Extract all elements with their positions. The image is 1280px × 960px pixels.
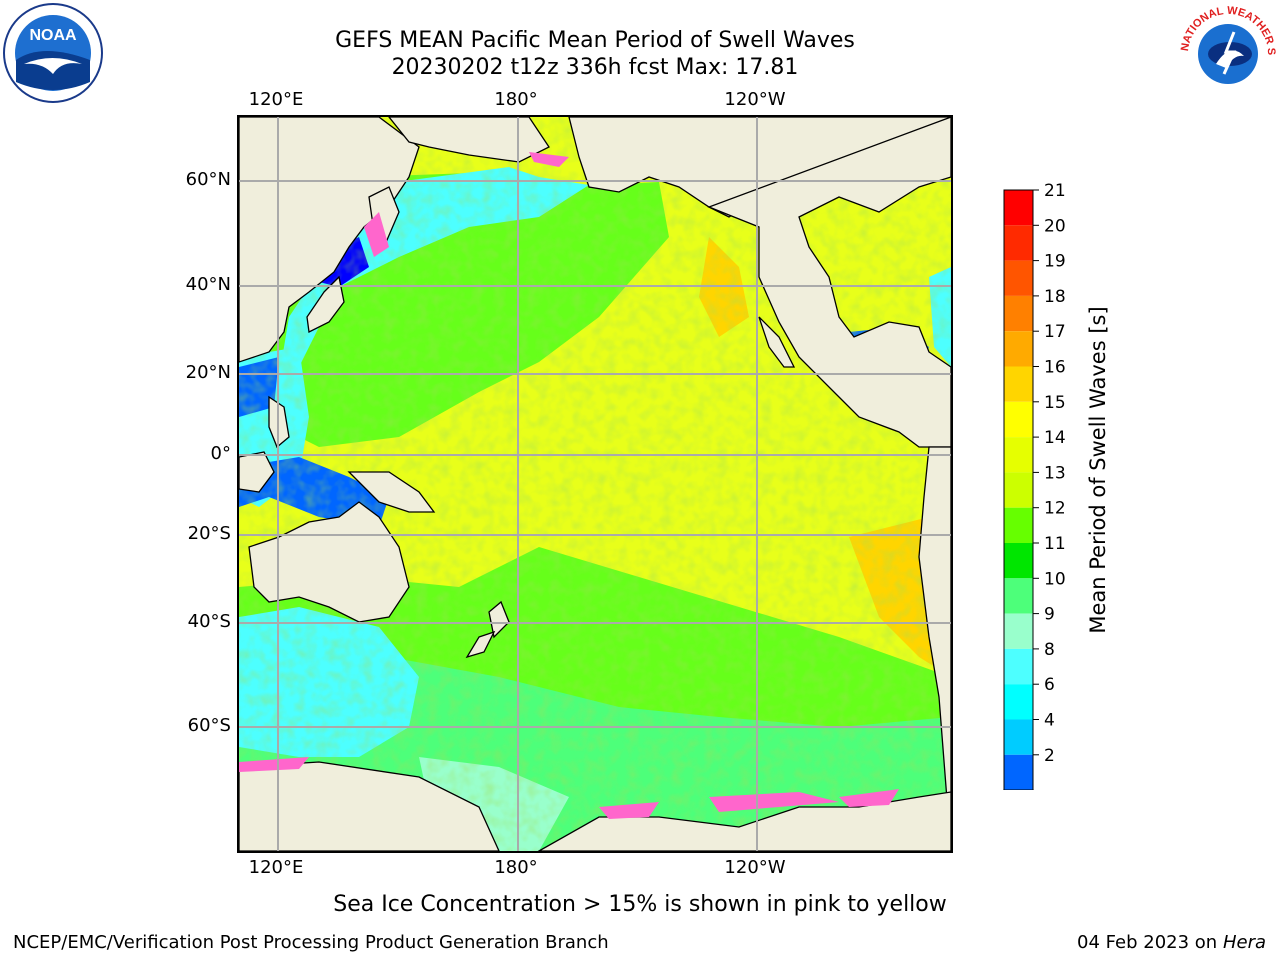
sea-ice-okhotsk bbox=[364, 212, 389, 257]
colorbar-tick-label: 8 bbox=[1044, 640, 1055, 660]
colorbar-swatch bbox=[1004, 437, 1033, 473]
colorbar-tick-label: 18 bbox=[1044, 287, 1066, 307]
colorbar-tick-label: 10 bbox=[1044, 569, 1066, 589]
land-new-guinea bbox=[347, 471, 436, 513]
lon-label-top-120w: 120°W bbox=[724, 89, 786, 110]
land-south-america bbox=[918, 446, 951, 851]
lat-label-40s: 40°S bbox=[187, 611, 231, 632]
land-siberia-ne bbox=[388, 117, 550, 163]
map-panel bbox=[237, 115, 953, 853]
lat-label-60s: 60°S bbox=[187, 715, 231, 736]
sea-ice-edges bbox=[239, 152, 899, 819]
land-borneo bbox=[239, 451, 275, 493]
colorbar-label: Mean Period of Swell Waves [s] bbox=[1086, 306, 1110, 634]
graticule bbox=[239, 117, 951, 851]
sea-ice-ross bbox=[599, 802, 659, 819]
colorbar-swatch bbox=[1004, 295, 1033, 332]
colorbar-tick-label: 9 bbox=[1044, 605, 1055, 625]
colorbar-swatches bbox=[1003, 189, 1034, 790]
ocean-texture bbox=[239, 117, 951, 851]
colorbar-ticks: 21 20 19 18 17 16 15 14 13 12 11 10 9 8 6 4 2 bbox=[1033, 181, 1066, 766]
colorbar-tick-label: 2 bbox=[1044, 746, 1055, 766]
sea-ice-west bbox=[239, 757, 309, 772]
colorbar-tick-label: 11 bbox=[1044, 534, 1066, 554]
land-antarctica bbox=[239, 761, 500, 851]
colorbar-tick-label: 21 bbox=[1044, 181, 1066, 201]
lon-label-bottom-120w: 120°W bbox=[724, 857, 786, 878]
land-north-america bbox=[707, 117, 951, 448]
colorbar-swatch bbox=[1004, 366, 1033, 402]
colorbar-outline bbox=[1003, 189, 1034, 790]
colorbar-swatch bbox=[1004, 260, 1033, 296]
colorbar-tick-label: 15 bbox=[1044, 393, 1066, 413]
land-asia bbox=[239, 117, 420, 363]
colorbar-tick-label: 20 bbox=[1044, 216, 1066, 236]
colorbar-swatch bbox=[1004, 472, 1033, 508]
colorbar-tick-label: 12 bbox=[1044, 499, 1066, 519]
sea-ice-bering bbox=[529, 152, 569, 167]
lat-label-20n: 20°N bbox=[185, 362, 231, 383]
sea-ice-bellingshausen bbox=[839, 789, 899, 807]
colorbar-tick-label: 13 bbox=[1044, 463, 1066, 483]
colorbar-tick-label: 4 bbox=[1044, 711, 1055, 731]
lat-label-60n: 60°N bbox=[185, 169, 231, 190]
land-new-zealand-south bbox=[465, 630, 496, 659]
colorbar-tick-label: 6 bbox=[1044, 675, 1055, 695]
lon-label-bottom-180: 180° bbox=[494, 857, 538, 878]
colorbar-tick-label: 17 bbox=[1044, 322, 1066, 342]
run-date: 04 Feb 2023 on bbox=[1077, 932, 1218, 953]
land-japan bbox=[306, 275, 345, 333]
colorbar-swatch bbox=[1004, 578, 1033, 614]
lon-label-top-180: 180° bbox=[494, 89, 538, 110]
colorbar-swatch bbox=[1004, 719, 1033, 755]
noaa-logo: NOAA bbox=[3, 3, 103, 103]
colorbar-tick-label: 14 bbox=[1044, 428, 1066, 448]
colorbar-swatch bbox=[1004, 648, 1033, 685]
lon-label-top-120e: 120°E bbox=[248, 89, 304, 110]
land-masses bbox=[239, 117, 951, 851]
colorbar-swatch bbox=[1004, 613, 1033, 649]
colorbar-swatch bbox=[1004, 543, 1033, 579]
lat-label-40n: 40°N bbox=[185, 274, 231, 295]
colorbar-swatch bbox=[1004, 225, 1033, 261]
lat-label-0: 0° bbox=[210, 443, 231, 464]
colorbar-swatch bbox=[1004, 190, 1033, 226]
chart-subtitle: 20230202 t12z 336h fcst Max: 17.81 bbox=[391, 55, 799, 80]
colorbar-swatch bbox=[1004, 754, 1033, 790]
colorbar-swatch bbox=[1004, 684, 1033, 720]
chart-title: GEFS MEAN Pacific Mean Period of Swell W… bbox=[335, 28, 855, 53]
land-baja bbox=[758, 316, 796, 368]
nws-logo: NATIONAL WEATHER SERVICE bbox=[1178, 2, 1277, 100]
run-date-credit: 04 Feb 2023 on Hera bbox=[1077, 932, 1266, 953]
sea-ice-note: Sea Ice Concentration > 15% is shown in … bbox=[333, 892, 947, 917]
sea-ice-amundsen bbox=[709, 792, 839, 812]
colorbar-tick-label: 16 bbox=[1044, 358, 1066, 378]
run-system: Hera bbox=[1222, 932, 1266, 953]
colorbar-swatch bbox=[1004, 507, 1033, 543]
lat-label-20s: 20°S bbox=[187, 523, 231, 544]
map-canvas bbox=[239, 117, 951, 851]
colorbar-swatch bbox=[1004, 401, 1033, 438]
noaa-logo-text: NOAA bbox=[29, 27, 77, 44]
lon-label-bottom-120e: 120°E bbox=[248, 857, 304, 878]
colorbar-swatch bbox=[1004, 331, 1033, 367]
producer-credit: NCEP/EMC/Verification Post Processing Pr… bbox=[13, 932, 609, 953]
colorbar-tick-label: 19 bbox=[1044, 252, 1066, 272]
colorbar: 21 20 19 18 17 16 15 14 13 12 11 10 9 8 6 4 2 bbox=[1003, 181, 1066, 790]
